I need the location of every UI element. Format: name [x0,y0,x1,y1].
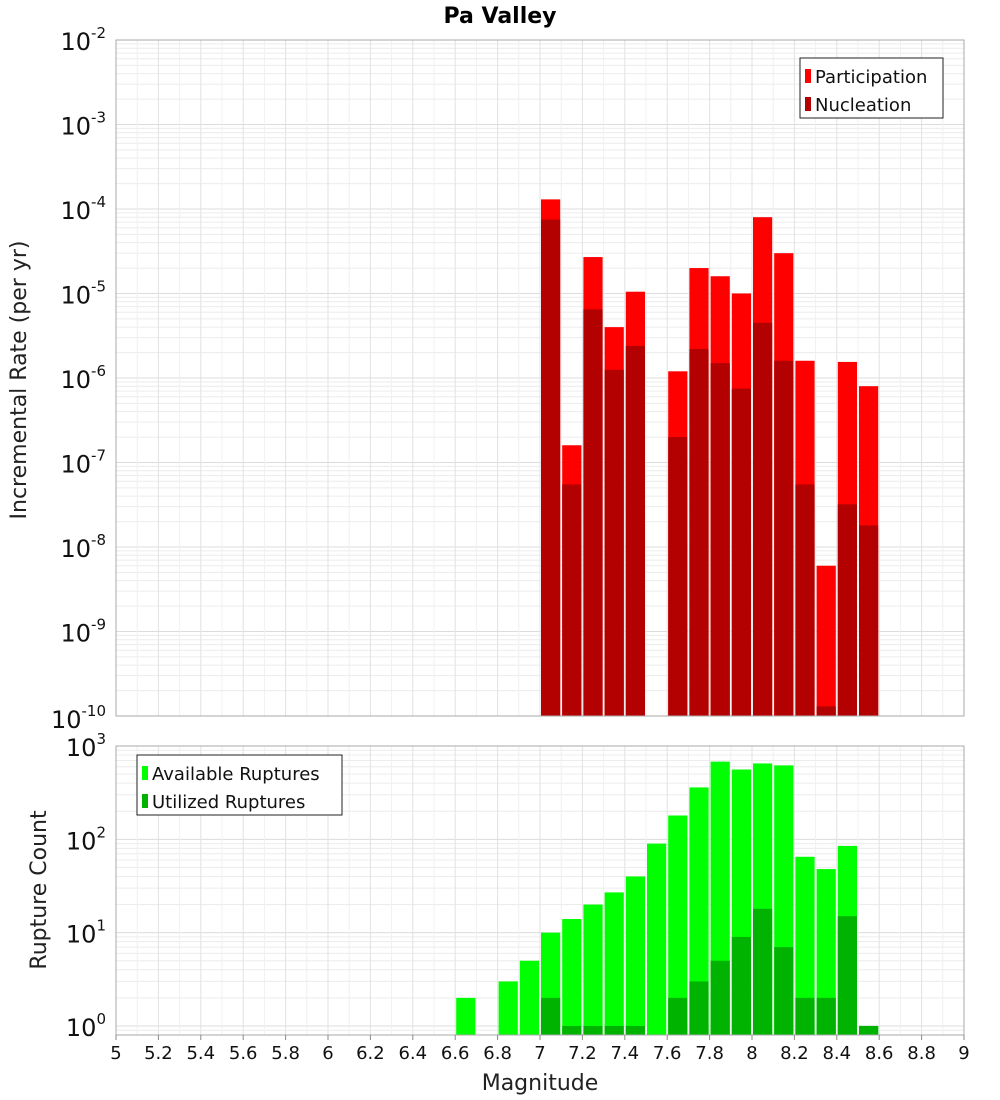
legend-swatch [142,766,148,780]
nucleation-bar [710,363,730,716]
x-tick-label: 5.6 [229,1043,258,1064]
utilized-ruptures-bar [710,960,730,1035]
utilized-ruptures-bar [753,908,773,1035]
utilized-ruptures-bar [689,981,709,1035]
bottom-y-axis-label: Rupture Count [27,810,52,970]
utilized-ruptures-bar [604,1025,624,1035]
available-ruptures-bar [456,997,476,1035]
nucleation-bar [625,345,645,716]
top-y-axis-label: Incremental Rate (per yr) [7,241,32,520]
nucleation-bar [795,484,815,716]
y-tick-label: 10-4 [60,193,106,225]
utilized-ruptures-bar [562,1025,582,1035]
y-tick-label: 103 [66,730,106,762]
x-axis-label: Magnitude [482,1071,599,1096]
available-ruptures-bar [689,787,709,1035]
available-ruptures-bar [816,869,836,1035]
x-tick-label: 8 [746,1043,757,1064]
x-tick-label: 5.4 [186,1043,215,1064]
nucleation-bar [583,309,603,716]
nucleation-bar [774,360,794,716]
available-ruptures-bar [604,892,624,1035]
utilized-ruptures-bar [859,1025,879,1035]
utilized-ruptures-bar [541,997,561,1035]
x-tick-label: 9 [958,1043,969,1064]
utilized-ruptures-bar [795,997,815,1035]
legend-swatch [142,794,148,808]
legend-label: Nucleation [815,95,911,116]
y-tick-label: 10-8 [60,531,106,563]
x-tick-label: 7.6 [653,1043,682,1064]
y-tick-label: 10-5 [60,278,106,310]
x-tick-label: 5 [110,1043,121,1064]
x-tick-label: 6.4 [398,1043,427,1064]
legend-label: Available Ruptures [152,764,320,785]
utilized-ruptures-bar [583,1025,603,1035]
y-tick-label: 102 [66,823,106,855]
legend-swatch [805,97,811,111]
available-ruptures-bar [795,856,815,1035]
available-ruptures-bar [668,815,688,1035]
y-tick-label: 10-2 [60,24,106,56]
nucleation-bar [859,525,879,716]
x-tick-label: 5.2 [144,1043,173,1064]
x-tick-label: 6.8 [483,1043,512,1064]
nucleation-bar [816,706,836,716]
participation-bar [816,565,836,716]
utilized-ruptures-bar [625,1025,645,1035]
x-tick-label: 6.6 [441,1043,470,1064]
y-tick-label: 10-7 [60,447,106,479]
legend-label: Participation [815,67,927,88]
y-tick-label: 10-6 [60,362,106,394]
utilized-ruptures-bar [774,947,794,1035]
y-tick-label: 10-3 [60,109,106,141]
available-ruptures-bar [583,904,603,1035]
utilized-ruptures-bar [668,997,688,1035]
utilized-ruptures-bar [816,997,836,1035]
nucleation-bar [837,504,857,716]
legend-label: Utilized Ruptures [152,792,305,813]
y-tick-label: 100 [66,1010,106,1042]
nucleation-bar [668,437,688,716]
x-tick-label: 8.8 [907,1043,936,1064]
x-tick-label: 7.8 [695,1043,724,1064]
rupture-count-panel: 100 101 102 103 Available Ruptures Utilized R… [66,730,970,1064]
available-ruptures-bar [625,876,645,1035]
nucleation-bar [562,484,582,716]
x-tick-label: 7 [534,1043,545,1064]
rupture-legend [136,754,343,816]
available-ruptures-bar [647,843,667,1035]
nucleation-bar [753,322,773,716]
y-tick-label: 101 [66,917,106,949]
rate-legend [799,57,944,119]
nucleation-bar [731,388,751,716]
nucleation-bar [541,219,561,717]
rate-panel: 10-10 10-9 10-8 10-7 10-6 10-5 10-4 10-3 10-2 Par… [51,24,965,734]
nucleation-bar [604,369,624,716]
x-tick-label: 5.8 [271,1043,300,1064]
legend-swatch [805,69,811,83]
chart-title: Pa Valley [443,4,556,29]
available-ruptures-bar [562,919,582,1035]
available-ruptures-bar [519,960,539,1035]
nucleation-bar [689,349,709,716]
x-tick-label: 8.2 [780,1043,809,1064]
x-tick-label: 7.4 [610,1043,639,1064]
utilized-ruptures-bar [731,936,751,1035]
x-tick-label: 6.2 [356,1043,385,1064]
x-tick-label: 8.4 [822,1043,851,1064]
y-tick-label: 10-10 [51,702,106,734]
x-tick-label: 8.6 [865,1043,894,1064]
available-ruptures-bar [498,981,518,1035]
utilized-ruptures-bar [837,916,857,1035]
x-tick-label: 7.2 [568,1043,597,1064]
y-tick-label: 10-9 [60,616,106,648]
x-tick-label: 6 [322,1043,333,1064]
